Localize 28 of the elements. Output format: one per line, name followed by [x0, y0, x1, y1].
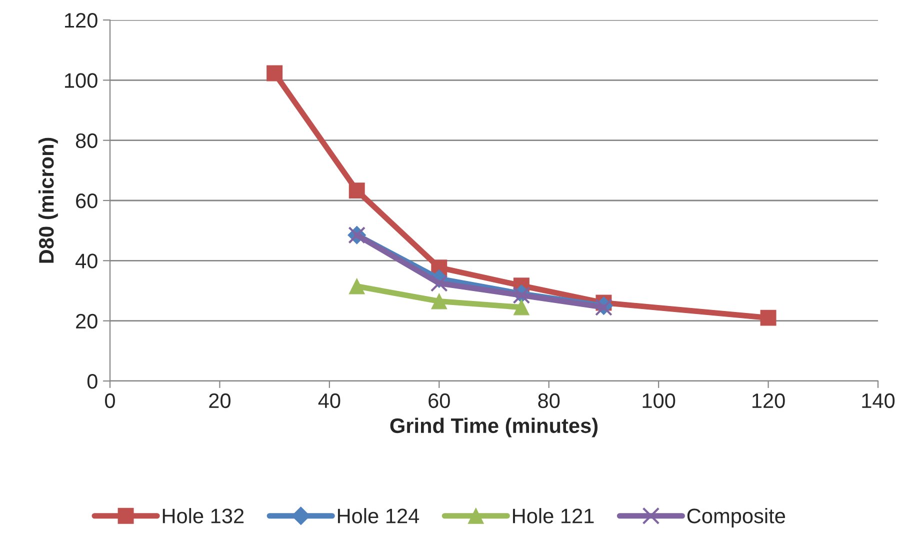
point — [513, 299, 530, 316]
y-tick-label: 20 — [76, 314, 98, 329]
y-tick-label: 100 — [65, 73, 98, 88]
x-tick-label: 20 — [209, 393, 230, 408]
point — [348, 182, 365, 199]
legend-label: Composite — [687, 508, 786, 528]
point — [266, 65, 283, 82]
x-tick-label: 100 — [642, 393, 676, 408]
y-tick-label: 60 — [76, 194, 98, 208]
y-tick-label: 80 — [76, 133, 98, 148]
x-tick-label: 80 — [538, 393, 560, 408]
point — [431, 293, 448, 310]
legend-label: Hole 132 — [162, 508, 244, 524]
x-tick-label: 140 — [862, 393, 895, 408]
legend-label: Hole 121 — [513, 508, 594, 524]
y-axis-title: D80 (micron) — [38, 138, 58, 263]
x-tick-label: 0 — [105, 393, 115, 408]
y-tick-label: 0 — [87, 374, 98, 389]
legend-label: Hole 124 — [338, 508, 420, 524]
y-tick-label: 120 — [65, 13, 98, 28]
point — [348, 278, 365, 294]
y-tick-label: 40 — [76, 254, 98, 268]
point — [430, 274, 448, 292]
point — [760, 310, 776, 326]
x-tick-label: 40 — [318, 393, 340, 408]
x-tick-label: 60 — [428, 393, 450, 408]
x-axis-title: Grind Time (minutes) — [390, 418, 598, 438]
x-tick-label: 120 — [752, 393, 785, 408]
